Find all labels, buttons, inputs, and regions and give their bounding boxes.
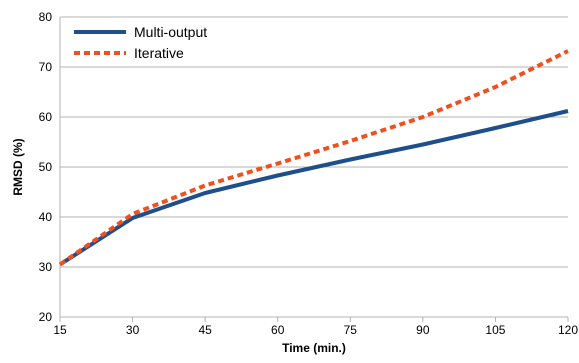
legend-label: Multi-output xyxy=(134,24,207,40)
y-tick-label: 70 xyxy=(39,60,53,74)
y-axis-label: RMSD (%) xyxy=(11,138,25,195)
x-axis-label: Time (min.) xyxy=(282,341,346,355)
x-tick-label: 15 xyxy=(53,323,67,337)
series-lines xyxy=(60,51,568,265)
y-tick-label: 50 xyxy=(39,160,53,174)
series-line-iterative xyxy=(60,51,568,265)
x-tick-label: 45 xyxy=(198,323,212,337)
y-tick-label: 30 xyxy=(39,260,53,274)
y-tick-label: 40 xyxy=(39,210,53,224)
x-tick-label: 60 xyxy=(271,323,285,337)
y-tick-label: 20 xyxy=(39,310,53,324)
x-tick-label: 120 xyxy=(558,323,578,337)
axes: 20 30 40 50 60 70 80 15 30 45 60 75 90 105 120 xyxy=(39,10,579,337)
x-tick-label: 90 xyxy=(416,323,430,337)
y-tick-label: 80 xyxy=(39,10,53,24)
legend: Multi-output Iterative xyxy=(74,24,207,61)
y-tick-label: 60 xyxy=(39,110,53,124)
series-line-multi-output xyxy=(60,111,568,265)
x-tick-label: 30 xyxy=(126,323,140,337)
x-tick-label: 105 xyxy=(485,323,505,337)
x-tick-label: 75 xyxy=(344,323,358,337)
legend-label: Iterative xyxy=(134,45,184,61)
